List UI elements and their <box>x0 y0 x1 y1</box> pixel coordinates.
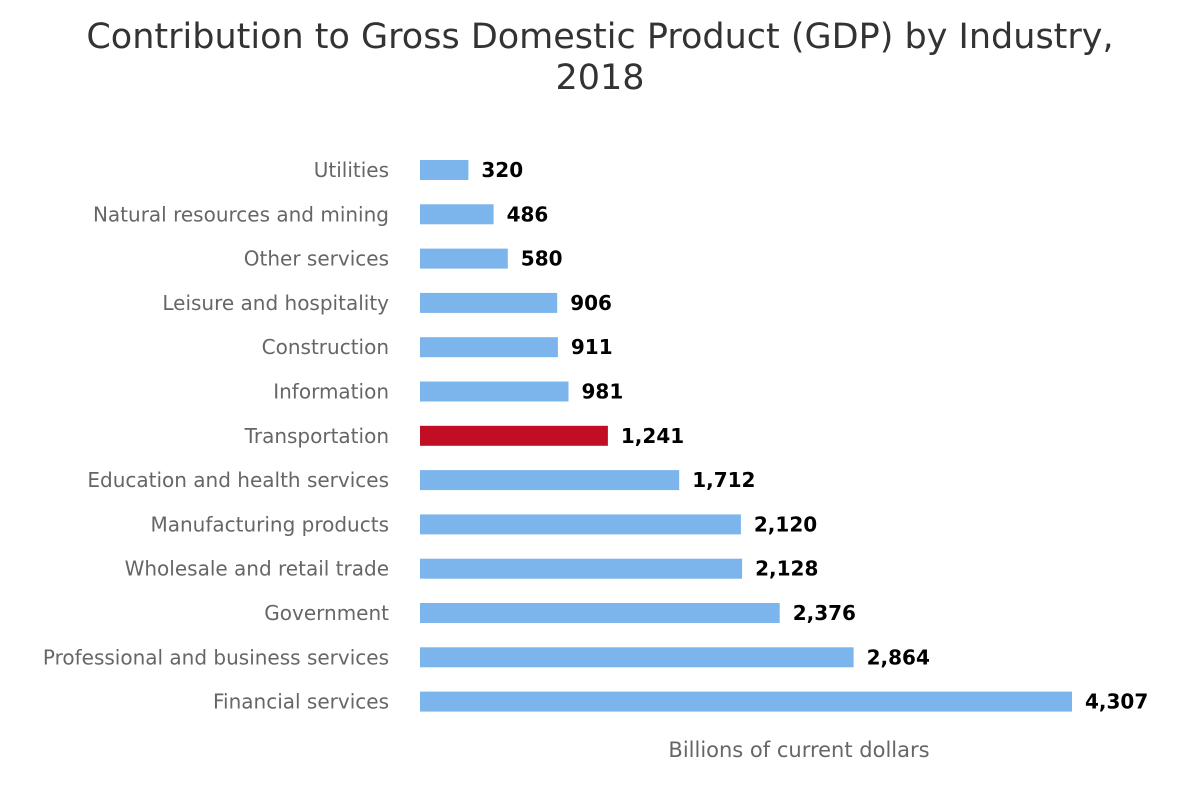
bar-utilities <box>420 160 469 180</box>
value-label-professional-and-business-services: 2,864 <box>867 645 930 669</box>
bar-government <box>420 603 780 623</box>
value-label-natural-resources-and-mining: 486 <box>507 202 549 226</box>
bar-other-services <box>420 248 508 269</box>
bar-construction <box>420 337 558 358</box>
category-label-professional-and-business-services: Professional and business services <box>43 645 389 669</box>
category-label-natural-resources-and-mining: Natural resources and mining <box>93 202 389 226</box>
value-label-transportation: 1,241 <box>621 424 684 448</box>
value-label-leisure-and-hospitality: 906 <box>570 291 612 315</box>
category-label-education-and-health-services: Education and health services <box>87 468 389 492</box>
category-label-construction: Construction <box>262 335 389 359</box>
category-label-utilities: Utilities <box>314 158 389 182</box>
chart-title: Contribution to Gross Domestic Product (… <box>86 17 1113 98</box>
bar-wholesale-and-retail-trade <box>420 558 743 579</box>
bar-manufacturing-products <box>420 514 741 535</box>
chart-title-line-1: Contribution to Gross Domestic Product (… <box>86 17 1113 57</box>
category-label-wholesale-and-retail-trade: Wholesale and retail trade <box>125 557 389 581</box>
bar-professional-and-business-services <box>420 647 854 668</box>
bar-leisure-and-hospitality <box>420 292 558 313</box>
category-label-information: Information <box>273 380 389 404</box>
category-label-financial-services: Financial services <box>213 690 389 714</box>
bar-transportation <box>420 425 608 446</box>
category-labels: Utilities Natural resources and mining Oth… <box>43 158 389 714</box>
value-label-construction: 911 <box>571 335 613 359</box>
category-label-other-services: Other services <box>244 247 389 271</box>
category-label-leisure-and-hospitality: Leisure and hospitality <box>162 291 389 315</box>
value-label-financial-services: 4,307 <box>1085 690 1148 714</box>
value-label-education-and-health-services: 1,712 <box>692 468 755 492</box>
category-label-transportation: Transportation <box>244 424 389 448</box>
bar-education-and-health-services <box>420 470 680 491</box>
bar-financial-services <box>420 691 1072 712</box>
bars-layer <box>420 160 1072 712</box>
x-axis-title: Billions of current dollars <box>668 738 929 762</box>
bar-natural-resources-and-mining <box>420 204 494 225</box>
value-label-government: 2,376 <box>793 601 856 625</box>
value-label-information: 981 <box>582 380 624 404</box>
value-label-utilities: 320 <box>481 158 523 182</box>
value-label-other-services: 580 <box>521 247 563 271</box>
value-label-manufacturing-products: 2,120 <box>754 512 817 536</box>
bar-information <box>420 381 569 402</box>
category-label-manufacturing-products: Manufacturing products <box>150 512 389 536</box>
chart-title-line-2: 2018 <box>555 58 644 98</box>
value-label-wholesale-and-retail-trade: 2,128 <box>755 557 818 581</box>
category-label-government: Government <box>264 601 389 625</box>
value-labels: 320 486 580 906 911 981 1,241 1,712 2,120 2,128 2,… <box>481 158 1148 714</box>
